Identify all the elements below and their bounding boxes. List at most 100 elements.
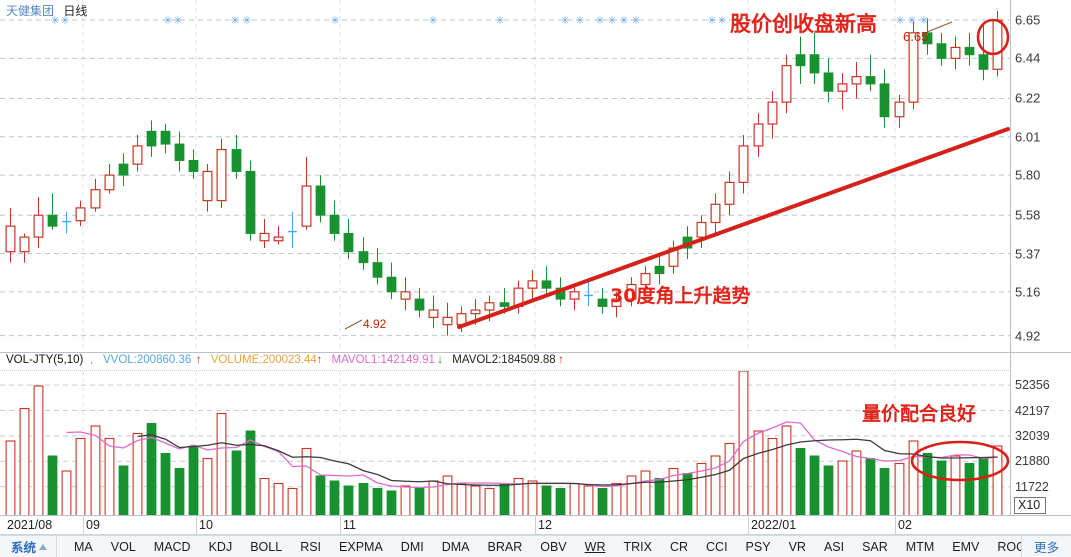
period-label[interactable]: 日线 [63,4,88,18]
volume-legend-arrow: ↑ [316,354,323,366]
date-axis-tick [196,516,197,536]
indicator-brar[interactable]: BRAR [487,539,523,554]
indicator-boll[interactable]: BOLL [250,539,283,554]
svg-text:✳: ✳ [173,15,182,27]
volume-price-match-annotation: 量价配合良好 [862,403,977,425]
indicator-cr[interactable]: CR [669,539,689,554]
indicator-obv[interactable]: OBV [540,539,567,554]
system-menu-label: 系统 [11,541,37,555]
stock-name-label[interactable]: 天健集团 [6,4,55,18]
date-axis-tick [895,516,896,536]
svg-text:✳: ✳ [163,15,172,27]
more-button-label: 更多 [1033,541,1059,555]
system-menu-button[interactable]: 系统 [0,535,58,557]
svg-text:✳: ✳ [575,15,584,27]
price-axis-label: 6.01 [1015,129,1041,145]
indicator-ma[interactable]: MA [74,539,93,554]
svg-text:✳: ✳ [919,15,928,27]
volume-legend-item: VOLUME:200023.44 [210,354,317,366]
indicator-asi[interactable]: ASI [823,539,845,554]
price-axis-label: 6.22 [1015,90,1041,106]
indicator-toolbar: 系统 MA VOL MACD KDJ BOLL RSI EXPMA DMI DMA BRAR OBV… [0,535,1071,557]
volume-legend-arrow: ↑ [558,354,564,366]
indicator-vr[interactable]: VR [788,539,806,554]
volume-axis-label: 52356 [1015,378,1050,393]
indicator-vol[interactable]: VOL [110,539,136,554]
date-axis-tick [748,516,749,536]
volume-y-axis: X10 52356 42197 32039 21880 11722 [1010,353,1071,516]
svg-text:✳: ✳ [428,15,437,27]
more-button[interactable]: 更多 [1020,535,1071,557]
candlestick-chart: ✳ ✳ ✳ ✳ ✳ ✳ ✳ ✳ ✳ ✳ ✳ ✳ ✳ ✳ ✳ ✳ ✳ ✳ ✳ ✳ [0,0,1010,352]
price-axis-label: 5.16 [1015,284,1041,300]
indicator-sar[interactable]: SAR [862,539,888,554]
volume-multiplier-label: X10 [1014,497,1047,514]
svg-text:✳: ✳ [560,15,569,27]
indicator-trix[interactable]: TRIX [623,539,652,554]
indicator-rsi[interactable]: RSI [300,539,322,554]
price-axis-label: 5.37 [1015,246,1041,261]
indicator-cci[interactable]: CCI [706,539,728,554]
price-axis-label: 5.80 [1015,167,1041,183]
volume-legend-arrow: ↑ [195,354,202,366]
high-price-tag: 6.65 [903,29,929,44]
svg-text:✳: ✳ [895,15,904,27]
svg-text:✳: ✳ [631,15,640,27]
date-axis-label: 11 [343,518,356,532]
price-axis-label: 6.65 [1015,12,1041,28]
indicator-emv[interactable]: EMV [952,539,980,554]
svg-text:✳: ✳ [707,15,716,27]
volume-panel-header: VOL-JTY(5,10) , VVOL:200860.36 ↑ VOLUME:20… [0,353,1071,371]
volume-legend-item: MAVOL2:184509.88 [452,354,556,366]
date-axis-tick [340,516,341,536]
date-axis-label: 10 [199,518,213,532]
low-price-tag: 4.92 [363,317,387,331]
chart-header: 天健集团 日线 [6,2,87,19]
date-x-axis: 2021/08 09 10 11 12 2022/01 02 [0,515,1071,536]
svg-text:✳: ✳ [619,15,628,27]
indicator-psy[interactable]: PSY [745,539,771,554]
new-closing-high-annotation: 股价创收盘新高 [730,12,877,36]
date-axis-tick [535,516,536,536]
svg-text:✳: ✳ [907,15,916,27]
svg-text:✳: ✳ [607,15,616,27]
volume-axis-label: 11722 [1015,479,1049,494]
caret-up-icon [39,543,48,550]
volume-plot-area[interactable] [0,371,1010,516]
date-axis-label: 12 [538,518,552,532]
volume-indicator-title[interactable]: VOL-JTY(5,10) [6,354,84,366]
price-axis-label: 6.44 [1015,50,1041,66]
indicator-expma[interactable]: EXPMA [339,539,383,554]
volume-panel: VOL-JTY(5,10) , VVOL:200860.36 ↑ VOLUME:20… [0,352,1071,516]
svg-text:✳: ✳ [595,15,604,27]
price-axis-label: 4.92 [1015,328,1041,344]
date-axis-label: 2022/01 [751,518,797,532]
price-axis-label: 5.58 [1015,207,1041,223]
svg-text:✳: ✳ [50,15,59,27]
price-plot-area[interactable]: ✳ ✳ ✳ ✳ ✳ ✳ ✳ ✳ ✳ ✳ ✳ ✳ ✳ ✳ ✳ ✳ ✳ ✳ ✳ ✳ [0,0,1010,352]
volume-axis-label: 32039 [1015,428,1050,443]
indicator-mtm[interactable]: MTM [905,539,935,554]
indicator-kdj[interactable]: KDJ [208,539,233,554]
volume-bars-chart [0,371,1010,516]
volume-header-separator: , [90,354,94,366]
svg-text:✳: ✳ [60,15,69,27]
volume-legend-arrow: ↓ [437,354,444,366]
indicator-dma[interactable]: DMA [441,539,470,554]
volume-axis-label: 21880 [1015,454,1050,469]
svg-text:✳: ✳ [717,15,726,27]
indicator-macd[interactable]: MACD [153,539,191,554]
indicator-wr[interactable]: WR [584,539,606,554]
thirty-degree-uptrend-annotation: 30度角上升趋势 [610,285,751,307]
svg-text:✳: ✳ [242,15,251,27]
volume-legend-item: VVOL:200860.36 [103,354,192,366]
volume-axis-label: 42197 [1015,403,1050,418]
price-panel: ✳ ✳ ✳ ✳ ✳ ✳ ✳ ✳ ✳ ✳ ✳ ✳ ✳ ✳ ✳ ✳ ✳ ✳ ✳ ✳ 天健集团 日线 股价创收盘新高 30度角… [0,0,1041,352]
date-axis-label: 09 [86,518,100,532]
indicator-roc[interactable]: ROC [997,539,1021,554]
date-axis-label: 2021/08 [7,518,53,532]
date-axis-label: 02 [898,518,912,532]
indicator-list: MA VOL MACD KDJ BOLL RSI EXPMA DMI DMA BRAR OBV WR T… [57,540,1021,554]
indicator-dmi[interactable]: DMI [400,539,424,554]
